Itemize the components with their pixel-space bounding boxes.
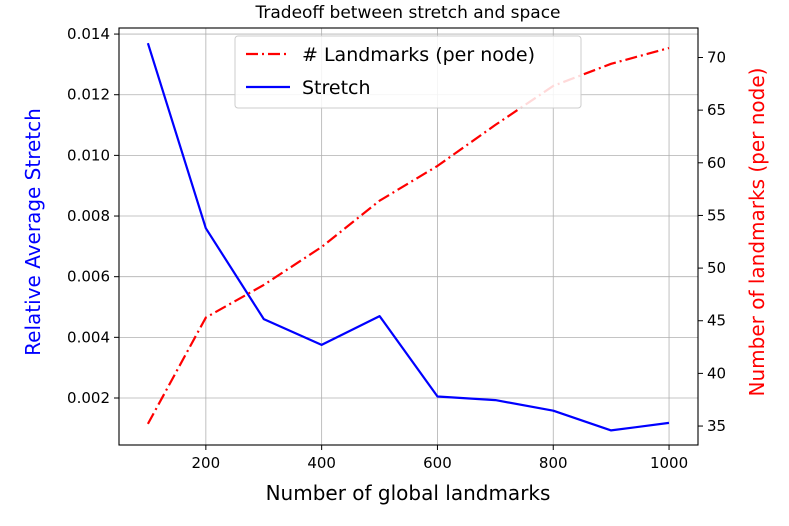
legend: # Landmarks (per node) Stretch (234, 35, 582, 109)
y-left-tick-label: 0.012 (67, 86, 110, 104)
x-tick-label: 600 (423, 454, 452, 472)
y-left-tick-label: 0.014 (67, 25, 110, 43)
y-right-tick-label: 70 (707, 48, 726, 66)
y-right-tick-label: 60 (707, 154, 726, 172)
legend-box (234, 35, 582, 109)
x-tick-label: 800 (539, 454, 568, 472)
y-right-tick-label: 45 (707, 312, 726, 330)
y-right-tick-label: 65 (707, 101, 726, 119)
x-tick-label: 1000 (650, 454, 688, 472)
series-landmarks-line (146, 46, 670, 425)
y-left-tick-label: 0.002 (67, 389, 110, 407)
x-tick-label: 400 (307, 454, 336, 472)
x-tick-label: 200 (192, 454, 221, 472)
legend-stretch-label: Stretch (302, 77, 371, 99)
y-right-tick-label: 55 (707, 206, 726, 224)
chart-title: Tradeoff between stretch and space (254, 3, 560, 23)
plot-frame (118, 27, 699, 446)
y-right-axis-label: Number of landmarks (per node) (745, 68, 769, 397)
y-right-tick-label: 35 (707, 417, 726, 435)
y-right-tick-label: 40 (707, 364, 726, 382)
y-left-tick-label: 0.008 (67, 207, 110, 225)
y-left-tick-label: 0.006 (67, 268, 110, 286)
legend-landmarks-label: # Landmarks (per node) (302, 44, 535, 66)
y-left-tick-label: 0.010 (67, 146, 110, 164)
y-left-axis-label: Relative Average Stretch (21, 108, 45, 356)
y-left-axis-ticks: 0.002 0.004 0.006 0.008 0.010 0.012 0.014 (67, 25, 119, 407)
x-axis-label: Number of global landmarks (266, 481, 551, 505)
x-axis-ticks: 200 400 600 800 1000 (192, 445, 688, 472)
plot-lines (146, 42, 670, 432)
series-stretch-line (146, 42, 670, 432)
y-right-axis-ticks: 35 40 45 50 55 60 65 70 (698, 48, 726, 435)
y-right-tick-label: 50 (707, 259, 726, 277)
y-left-tick-label: 0.004 (67, 328, 110, 346)
